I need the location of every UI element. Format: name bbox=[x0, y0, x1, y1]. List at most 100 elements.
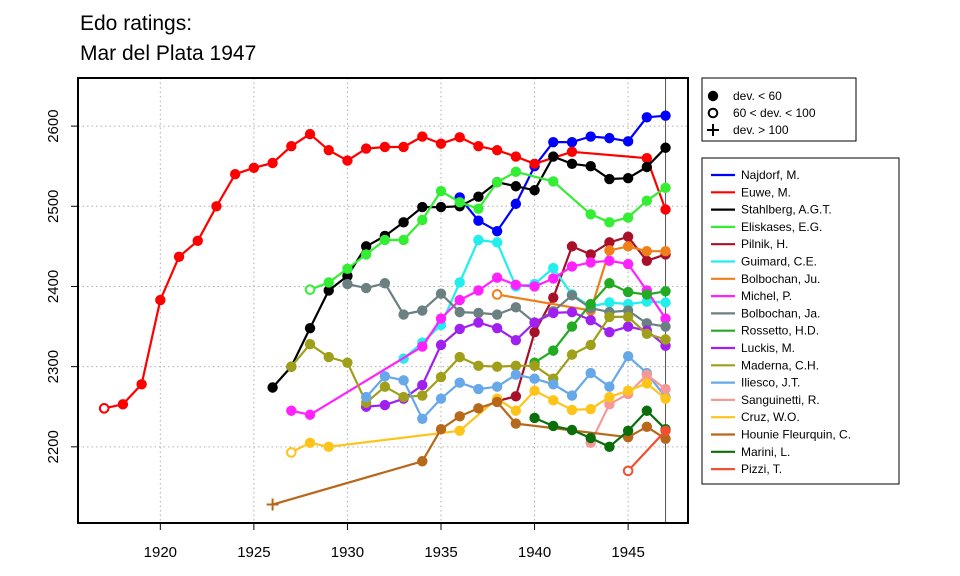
data-point bbox=[529, 185, 540, 196]
series-legend-label: Pilnik, H. bbox=[741, 237, 788, 251]
data-point bbox=[660, 334, 671, 345]
x-tick-label: 1940 bbox=[518, 544, 551, 561]
data-point bbox=[454, 294, 465, 306]
data-point bbox=[548, 176, 559, 187]
data-point bbox=[248, 162, 260, 174]
data-point bbox=[604, 217, 615, 228]
data-point bbox=[548, 307, 559, 319]
data-point bbox=[454, 351, 465, 363]
data-point bbox=[548, 151, 559, 162]
data-point bbox=[585, 432, 596, 444]
data-point bbox=[473, 234, 484, 246]
data-point bbox=[473, 140, 484, 152]
data-point bbox=[211, 201, 222, 212]
marker-legend-label: 60 < dev. < 100 bbox=[733, 106, 816, 120]
data-point bbox=[398, 391, 409, 403]
data-point bbox=[491, 361, 503, 372]
series-legend-label: Michel, P. bbox=[741, 289, 792, 303]
series-marini-l bbox=[529, 405, 671, 453]
data-point bbox=[510, 418, 522, 429]
axes: 1920 1925 1930 1935 1940 1945 2200 2300 2400 2500… bbox=[45, 78, 667, 561]
plot-border bbox=[77, 77, 689, 524]
marker-legend-box bbox=[701, 77, 857, 142]
data-point bbox=[529, 281, 540, 292]
data-point bbox=[641, 328, 653, 339]
marker-legend-symbol bbox=[707, 90, 719, 102]
series-euwe-m bbox=[98, 128, 671, 414]
data-point bbox=[566, 290, 578, 301]
data-point bbox=[435, 185, 447, 197]
data-point bbox=[585, 249, 596, 260]
data-point bbox=[473, 403, 484, 414]
data-point bbox=[566, 158, 578, 169]
data-point bbox=[622, 173, 634, 184]
data-point bbox=[435, 423, 447, 435]
x-tick-label: 1925 bbox=[237, 544, 270, 561]
data-point bbox=[622, 465, 634, 477]
data-point bbox=[435, 288, 447, 299]
plot-frame bbox=[77, 77, 689, 524]
data-point bbox=[286, 361, 297, 372]
data-point bbox=[435, 371, 447, 383]
data-point bbox=[566, 136, 578, 148]
data-point bbox=[604, 173, 615, 185]
data-point bbox=[267, 382, 278, 393]
data-point bbox=[585, 314, 596, 326]
data-point bbox=[323, 285, 334, 296]
data-point bbox=[604, 326, 615, 338]
data-point bbox=[379, 141, 391, 153]
data-point bbox=[529, 326, 540, 338]
x-tick-label: 1920 bbox=[144, 544, 177, 561]
data-point bbox=[510, 334, 522, 346]
series-legend-label: Marini, L. bbox=[741, 445, 790, 459]
data-point bbox=[304, 409, 316, 420]
data-point bbox=[529, 385, 540, 396]
data-point bbox=[454, 377, 465, 388]
data-point bbox=[585, 131, 596, 142]
data-point bbox=[622, 212, 634, 223]
data-point bbox=[155, 294, 166, 306]
data-point bbox=[604, 311, 615, 323]
data-point bbox=[622, 311, 634, 323]
data-point bbox=[660, 204, 671, 215]
data-point bbox=[342, 270, 353, 282]
marker-legend-label: dev. < 60 bbox=[733, 89, 782, 103]
data-point bbox=[585, 403, 596, 415]
series-line-pizzi-t bbox=[627, 430, 667, 472]
data-point bbox=[660, 393, 671, 404]
data-point bbox=[660, 110, 671, 121]
data-point bbox=[566, 424, 578, 436]
y-tick-label: 2300 bbox=[45, 350, 62, 383]
data-point bbox=[491, 177, 503, 188]
marker-legend-symbol bbox=[707, 124, 719, 136]
data-point bbox=[342, 263, 353, 275]
series-line-michel-p bbox=[291, 259, 667, 416]
data-point bbox=[529, 317, 540, 328]
data-point bbox=[622, 425, 634, 436]
data-point bbox=[566, 390, 578, 401]
series-legend-label: Najdorf, M. bbox=[741, 168, 800, 182]
data-point bbox=[641, 161, 653, 173]
data-point bbox=[622, 258, 634, 270]
data-point bbox=[622, 241, 634, 252]
data-point bbox=[454, 132, 465, 143]
data-point bbox=[585, 298, 596, 310]
data-point bbox=[529, 158, 540, 169]
data-point bbox=[585, 160, 596, 172]
series-cruz-w-o bbox=[286, 378, 671, 458]
data-point bbox=[454, 277, 465, 288]
data-point bbox=[398, 141, 409, 153]
data-point bbox=[491, 237, 503, 248]
data-point bbox=[510, 151, 522, 162]
data-point bbox=[491, 144, 503, 156]
data-point bbox=[304, 437, 316, 449]
data-point bbox=[585, 367, 596, 379]
data-point bbox=[660, 321, 671, 332]
data-point bbox=[641, 152, 653, 164]
data-point bbox=[491, 309, 503, 320]
data-point bbox=[454, 306, 465, 318]
data-point bbox=[491, 289, 503, 300]
data-point bbox=[622, 286, 634, 298]
series-legend-label: Eliskases, E.G. bbox=[741, 220, 822, 234]
data-point bbox=[473, 360, 484, 372]
